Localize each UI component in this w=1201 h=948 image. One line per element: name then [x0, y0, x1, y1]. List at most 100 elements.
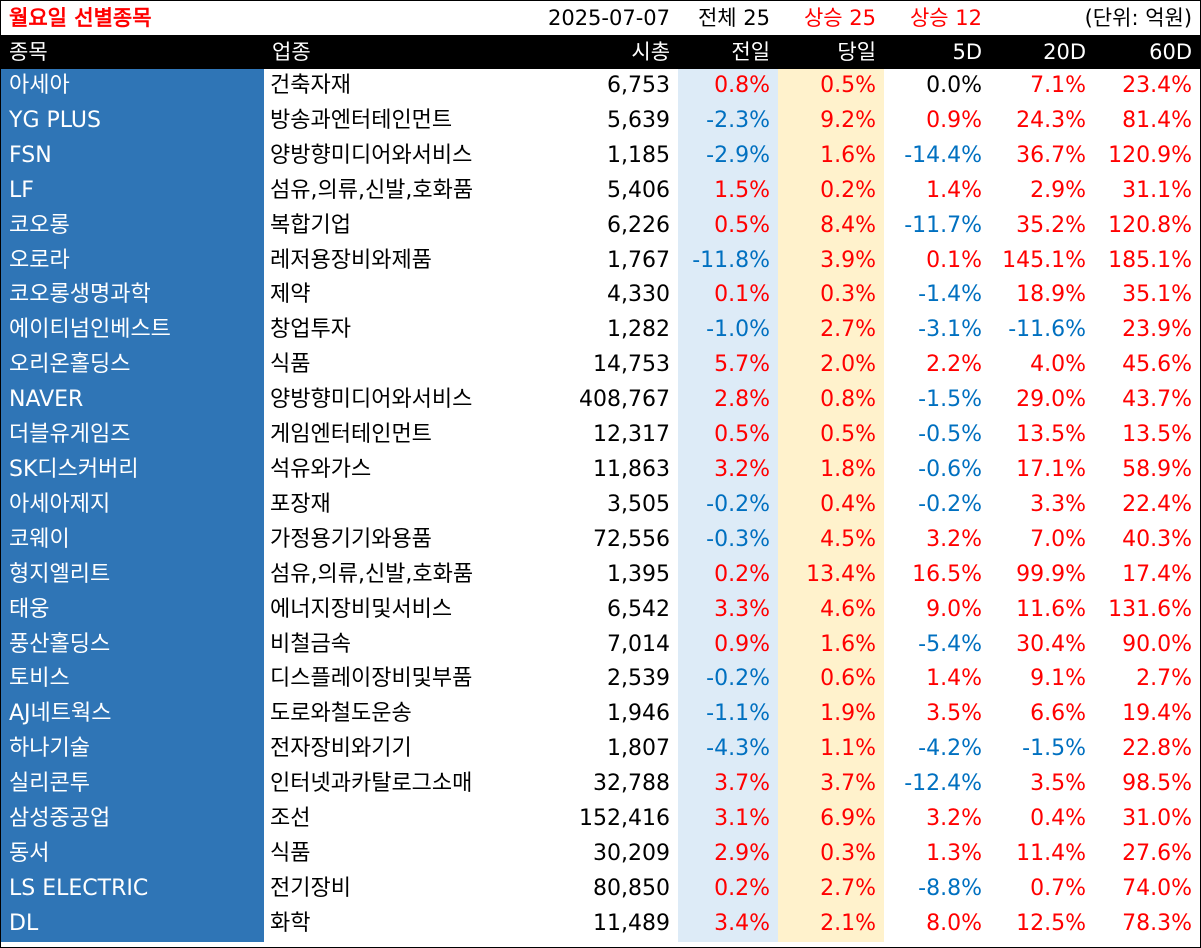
change-60d: 22.8%: [1122, 736, 1193, 762]
today-change: 0.2%: [778, 173, 885, 209]
stock-name: 더블유게임즈: [1, 418, 264, 453]
prev-day-change: -1.1%: [678, 697, 779, 733]
market-cap: 72,556: [593, 526, 671, 552]
market-cap: 1,946: [607, 701, 671, 727]
table-row: 아세아제지 포장재 3,505 -0.2% 0.4% -0.2% 3.3% 22.4%: [1, 487, 1200, 523]
industry: 창업투자: [270, 317, 351, 343]
stock-name: 풍산홀딩스: [1, 627, 264, 663]
market-cap: 12,317: [593, 422, 671, 448]
market-cap: 152,416: [579, 806, 671, 832]
industry: 건축자재: [270, 73, 351, 98]
prev-day-change: -0.2%: [678, 487, 779, 523]
table-row: LF 섬유,의류,신발,호화품 5,406 1.5% 0.2% 1.4% 2.9% 31.1%: [1, 173, 1200, 209]
market-cap: 2,539: [607, 666, 671, 692]
industry: 석유와가스: [270, 456, 372, 482]
prev-day-change: -2.3%: [678, 103, 779, 139]
stock-name: 토비스: [1, 662, 264, 698]
today-change: 1.6%: [778, 627, 885, 663]
market-cap: 14,753: [593, 352, 671, 378]
prev-day-change: 1.5%: [678, 173, 779, 209]
stock-name: 에이티넘인베스트: [1, 313, 264, 349]
table-row: 오로라 레저용장비와제품 1,767 -11.8% 3.9% 0.1% 145.1% 185.…: [1, 243, 1200, 279]
industry: 레저용장비와제품: [270, 247, 432, 273]
change-60d: 40.3%: [1122, 526, 1193, 552]
change-60d: 185.1%: [1108, 247, 1193, 273]
change-60d: 27.6%: [1122, 840, 1193, 866]
prev-day-change: -0.2%: [678, 662, 779, 698]
market-cap: 1,395: [607, 561, 671, 587]
table-row: YG PLUS 방송과엔터테인먼트 5,639 -2.3% 9.2% 0.9% 24.3% 8…: [1, 103, 1200, 139]
change-60d: 74.0%: [1122, 875, 1193, 901]
stock-name: LS ELECTRIC: [1, 871, 264, 907]
table-row: 코오롱생명과학 제약 4,330 0.1% 0.3% -1.4% 18.9% 35.1%: [1, 278, 1200, 314]
market-cap: 6,753: [607, 73, 671, 98]
stock-name: 코오롱생명과학: [1, 278, 264, 314]
change-5d: 2.2%: [926, 352, 983, 378]
prev-day-change: 5.7%: [678, 348, 779, 384]
market-cap: 1,185: [607, 142, 671, 168]
change-60d: 31.0%: [1122, 806, 1193, 832]
today-change: 2.7%: [778, 871, 885, 907]
industry: 전자장비와기기: [270, 736, 412, 762]
change-20d: 9.1%: [1030, 666, 1087, 692]
table-row: 토비스 디스플레이장비및부품 2,539 -0.2% 0.6% 1.4% 9.1% 2.7%: [1, 662, 1200, 698]
total-count: 전체 25: [697, 6, 771, 30]
market-cap: 11,489: [593, 910, 671, 936]
stock-name: 태웅: [1, 592, 264, 628]
change-5d: -1.5%: [918, 387, 983, 413]
today-change: 3.7%: [778, 767, 885, 803]
prev-day-change: 2.8%: [678, 383, 779, 419]
change-60d: 17.4%: [1122, 561, 1193, 587]
col-header-industry: 업종: [264, 35, 516, 69]
today-change: 4.6%: [778, 592, 885, 628]
market-cap: 1,282: [607, 317, 671, 343]
market-cap: 1,807: [607, 736, 671, 762]
change-20d: 24.3%: [1016, 107, 1087, 133]
change-20d: 4.0%: [1030, 352, 1087, 378]
change-60d: 2.7%: [1136, 666, 1193, 692]
col-header-20d: 20D: [990, 35, 1095, 69]
change-20d: 29.0%: [1016, 387, 1087, 413]
industry: 식품: [270, 840, 311, 866]
unit-label: (단위: 억원): [1084, 6, 1193, 30]
report-date: 2025-07-07: [547, 6, 671, 30]
change-20d: 35.2%: [1016, 212, 1087, 238]
table-row: LS ELECTRIC 전기장비 80,850 0.2% 2.7% -8.8% 0.7% 74…: [1, 871, 1200, 907]
stock-name: 코웨이: [1, 522, 264, 558]
prev-day-change: -4.3%: [678, 732, 779, 768]
change-5d: -0.5%: [918, 422, 983, 448]
stock-name: DL: [1, 906, 264, 942]
stock-name: FSN: [1, 138, 264, 174]
change-60d: 45.6%: [1122, 352, 1193, 378]
change-5d: -8.8%: [918, 875, 983, 901]
prev-day-change: 0.2%: [678, 871, 779, 907]
today-change: 1.9%: [778, 697, 885, 733]
change-20d: 7.0%: [1030, 526, 1087, 552]
industry: 에너지장비및서비스: [270, 596, 453, 622]
change-5d: -1.4%: [918, 282, 983, 308]
change-20d: 30.4%: [1016, 631, 1087, 657]
industry: 복합기업: [270, 212, 351, 238]
table-row: 삼성중공업 조선 152,416 3.1% 6.9% 3.2% 0.4% 31.0%: [1, 802, 1200, 837]
change-60d: 90.0%: [1122, 631, 1193, 657]
market-cap: 30,209: [593, 840, 671, 866]
stock-name: AJ네트웍스: [1, 697, 264, 733]
table-row: 태웅 에너지장비및서비스 6,542 3.3% 4.6% 9.0% 11.6% 131.6%: [1, 592, 1200, 628]
rise-5d-count: 상승 12: [909, 6, 983, 30]
change-20d: 0.4%: [1030, 806, 1087, 832]
change-60d: 23.9%: [1122, 317, 1193, 343]
change-60d: 58.9%: [1122, 456, 1193, 482]
industry: 방송과엔터테인먼트: [270, 107, 453, 133]
stock-name: 오로라: [1, 243, 264, 279]
change-60d: 35.1%: [1122, 282, 1193, 308]
change-5d: -11.7%: [904, 212, 983, 238]
today-change: 13.4%: [778, 557, 885, 593]
change-20d: 11.4%: [1016, 840, 1087, 866]
change-20d: 12.5%: [1016, 910, 1087, 936]
col-header-today: 당일: [778, 35, 885, 69]
change-20d: -1.5%: [1022, 736, 1087, 762]
today-change: 0.5%: [778, 69, 885, 104]
table-row: 오리온홀딩스 식품 14,753 5.7% 2.0% 2.2% 4.0% 45.6%: [1, 348, 1200, 384]
change-20d: 3.5%: [1030, 771, 1087, 797]
